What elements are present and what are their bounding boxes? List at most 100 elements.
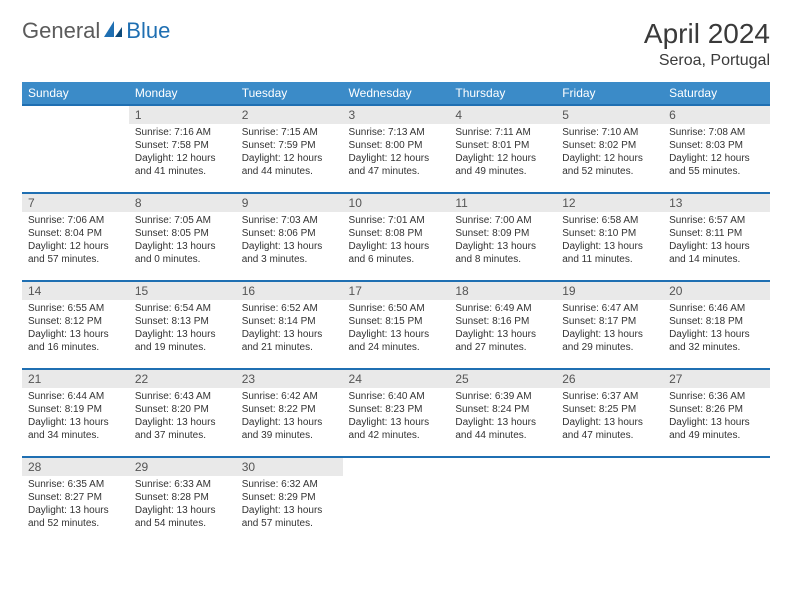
day-number: 13 <box>663 194 770 212</box>
day-cell <box>343 457 450 545</box>
day-number: 27 <box>663 370 770 388</box>
sunset-text: Sunset: 8:08 PM <box>349 227 444 240</box>
page-title: April 2024 <box>644 18 770 50</box>
sunrise-text: Sunrise: 6:33 AM <box>135 478 230 491</box>
day-header: Saturday <box>663 82 770 105</box>
daylight-line2: and 42 minutes. <box>349 429 444 442</box>
sunset-text: Sunset: 7:59 PM <box>242 139 337 152</box>
day-cell: 13Sunrise: 6:57 AMSunset: 8:11 PMDayligh… <box>663 193 770 281</box>
sunset-text: Sunset: 8:10 PM <box>562 227 657 240</box>
sunrise-text: Sunrise: 6:40 AM <box>349 390 444 403</box>
daylight-line2: and 32 minutes. <box>669 341 764 354</box>
daylight-line2: and 27 minutes. <box>455 341 550 354</box>
daylight-line2: and 52 minutes. <box>562 165 657 178</box>
day-number: 17 <box>343 282 450 300</box>
daylight-line2: and 0 minutes. <box>135 253 230 266</box>
daylight-line1: Daylight: 13 hours <box>669 416 764 429</box>
day-cell: 15Sunrise: 6:54 AMSunset: 8:13 PMDayligh… <box>129 281 236 369</box>
day-cell: 18Sunrise: 6:49 AMSunset: 8:16 PMDayligh… <box>449 281 556 369</box>
day-number: 25 <box>449 370 556 388</box>
day-number: 28 <box>22 458 129 476</box>
sunset-text: Sunset: 8:11 PM <box>669 227 764 240</box>
day-cell: 7Sunrise: 7:06 AMSunset: 8:04 PMDaylight… <box>22 193 129 281</box>
day-header: Monday <box>129 82 236 105</box>
day-number: 30 <box>236 458 343 476</box>
calendar-table: SundayMondayTuesdayWednesdayThursdayFrid… <box>22 82 770 545</box>
day-details: Sunrise: 6:47 AMSunset: 8:17 PMDaylight:… <box>556 300 663 358</box>
daylight-line2: and 37 minutes. <box>135 429 230 442</box>
daylight-line2: and 14 minutes. <box>669 253 764 266</box>
sunset-text: Sunset: 8:24 PM <box>455 403 550 416</box>
table-row: 28Sunrise: 6:35 AMSunset: 8:27 PMDayligh… <box>22 457 770 545</box>
day-cell <box>663 457 770 545</box>
sunrise-text: Sunrise: 6:39 AM <box>455 390 550 403</box>
day-number: 11 <box>449 194 556 212</box>
day-cell: 20Sunrise: 6:46 AMSunset: 8:18 PMDayligh… <box>663 281 770 369</box>
day-details: Sunrise: 7:13 AMSunset: 8:00 PMDaylight:… <box>343 124 450 182</box>
logo: General Blue <box>22 18 170 44</box>
day-cell: 19Sunrise: 6:47 AMSunset: 8:17 PMDayligh… <box>556 281 663 369</box>
day-cell: 1Sunrise: 7:16 AMSunset: 7:58 PMDaylight… <box>129 105 236 193</box>
sunset-text: Sunset: 8:09 PM <box>455 227 550 240</box>
daylight-line1: Daylight: 12 hours <box>562 152 657 165</box>
day-number: 5 <box>556 106 663 124</box>
sunrise-text: Sunrise: 7:16 AM <box>135 126 230 139</box>
day-number: 10 <box>343 194 450 212</box>
sunrise-text: Sunrise: 6:44 AM <box>28 390 123 403</box>
day-cell: 9Sunrise: 7:03 AMSunset: 8:06 PMDaylight… <box>236 193 343 281</box>
daylight-line1: Daylight: 13 hours <box>562 240 657 253</box>
sunset-text: Sunset: 8:28 PM <box>135 491 230 504</box>
day-number: 29 <box>129 458 236 476</box>
table-row: 1Sunrise: 7:16 AMSunset: 7:58 PMDaylight… <box>22 105 770 193</box>
sunrise-text: Sunrise: 6:42 AM <box>242 390 337 403</box>
daylight-line2: and 16 minutes. <box>28 341 123 354</box>
sunrise-text: Sunrise: 6:54 AM <box>135 302 230 315</box>
sunset-text: Sunset: 8:25 PM <box>562 403 657 416</box>
sunset-text: Sunset: 8:22 PM <box>242 403 337 416</box>
daylight-line2: and 19 minutes. <box>135 341 230 354</box>
daylight-line1: Daylight: 13 hours <box>455 328 550 341</box>
day-cell: 2Sunrise: 7:15 AMSunset: 7:59 PMDaylight… <box>236 105 343 193</box>
calendar-head: SundayMondayTuesdayWednesdayThursdayFrid… <box>22 82 770 105</box>
sunset-text: Sunset: 8:05 PM <box>135 227 230 240</box>
daylight-line2: and 11 minutes. <box>562 253 657 266</box>
table-row: 21Sunrise: 6:44 AMSunset: 8:19 PMDayligh… <box>22 369 770 457</box>
day-details: Sunrise: 6:44 AMSunset: 8:19 PMDaylight:… <box>22 388 129 446</box>
sunrise-text: Sunrise: 7:15 AM <box>242 126 337 139</box>
sunrise-text: Sunrise: 6:58 AM <box>562 214 657 227</box>
sunrise-text: Sunrise: 6:37 AM <box>562 390 657 403</box>
day-details: Sunrise: 6:54 AMSunset: 8:13 PMDaylight:… <box>129 300 236 358</box>
day-cell: 30Sunrise: 6:32 AMSunset: 8:29 PMDayligh… <box>236 457 343 545</box>
day-details: Sunrise: 6:49 AMSunset: 8:16 PMDaylight:… <box>449 300 556 358</box>
day-number: 14 <box>22 282 129 300</box>
day-header: Thursday <box>449 82 556 105</box>
sunset-text: Sunset: 8:04 PM <box>28 227 123 240</box>
daylight-line2: and 3 minutes. <box>242 253 337 266</box>
day-number: 2 <box>236 106 343 124</box>
daylight-line2: and 49 minutes. <box>455 165 550 178</box>
day-details: Sunrise: 6:52 AMSunset: 8:14 PMDaylight:… <box>236 300 343 358</box>
daylight-line1: Daylight: 12 hours <box>669 152 764 165</box>
daylight-line1: Daylight: 13 hours <box>349 416 444 429</box>
sunset-text: Sunset: 8:17 PM <box>562 315 657 328</box>
daylight-line1: Daylight: 13 hours <box>28 416 123 429</box>
sunset-text: Sunset: 8:26 PM <box>669 403 764 416</box>
daylight-line1: Daylight: 13 hours <box>135 240 230 253</box>
daylight-line1: Daylight: 13 hours <box>349 328 444 341</box>
sunset-text: Sunset: 8:23 PM <box>349 403 444 416</box>
day-details: Sunrise: 6:36 AMSunset: 8:26 PMDaylight:… <box>663 388 770 446</box>
day-number: 7 <box>22 194 129 212</box>
daylight-line2: and 55 minutes. <box>669 165 764 178</box>
day-header: Sunday <box>22 82 129 105</box>
daylight-line2: and 44 minutes. <box>242 165 337 178</box>
sunrise-text: Sunrise: 7:06 AM <box>28 214 123 227</box>
day-cell: 27Sunrise: 6:36 AMSunset: 8:26 PMDayligh… <box>663 369 770 457</box>
day-details: Sunrise: 6:39 AMSunset: 8:24 PMDaylight:… <box>449 388 556 446</box>
day-number: 16 <box>236 282 343 300</box>
day-details: Sunrise: 7:08 AMSunset: 8:03 PMDaylight:… <box>663 124 770 182</box>
daylight-line2: and 49 minutes. <box>669 429 764 442</box>
daylight-line2: and 6 minutes. <box>349 253 444 266</box>
sunrise-text: Sunrise: 6:32 AM <box>242 478 337 491</box>
day-number: 6 <box>663 106 770 124</box>
day-details: Sunrise: 6:43 AMSunset: 8:20 PMDaylight:… <box>129 388 236 446</box>
